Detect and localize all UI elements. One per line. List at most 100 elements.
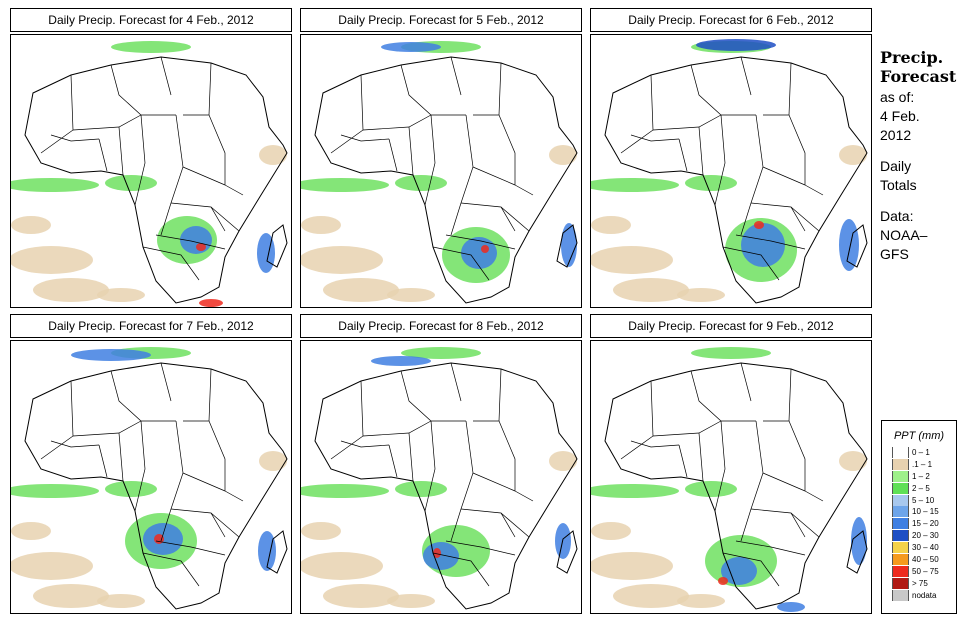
precip-area xyxy=(613,584,689,608)
madagascar-outline xyxy=(556,530,578,574)
africa-map xyxy=(591,347,868,612)
country-border xyxy=(763,62,792,116)
country-border xyxy=(424,114,436,206)
legend-item: 50 – 75 xyxy=(882,565,956,578)
precip-area xyxy=(259,451,287,471)
legend-item: 5 – 10 xyxy=(882,494,956,507)
country-border xyxy=(740,362,752,402)
country-border xyxy=(722,552,780,587)
panel-title: Daily Precip. Forecast for 6 Feb., 2012 xyxy=(590,8,872,32)
country-border xyxy=(170,420,184,510)
legend-item: > 75 xyxy=(882,577,956,590)
country-border xyxy=(340,440,390,448)
country-border xyxy=(224,490,244,502)
precip-map xyxy=(300,34,582,308)
country-border xyxy=(408,126,414,176)
country-border xyxy=(514,184,534,196)
sidebar-heading-precip: Precip. xyxy=(880,48,944,67)
precip-area xyxy=(199,299,223,307)
madagascar-outline xyxy=(556,224,578,268)
madagascar-outline xyxy=(846,530,868,574)
legend-label: nodata xyxy=(912,590,937,600)
country-border xyxy=(652,420,722,437)
country-border xyxy=(208,420,226,491)
country-border xyxy=(804,490,824,502)
precip-area xyxy=(154,534,164,544)
country-border xyxy=(210,512,240,538)
legend-swatch xyxy=(892,518,909,530)
country-border xyxy=(460,202,516,232)
country-border xyxy=(110,370,176,422)
precip-area xyxy=(754,221,764,229)
panel-title: Daily Precip. Forecast for 5 Feb., 2012 xyxy=(300,8,582,32)
country-border xyxy=(788,114,806,185)
madagascar-outline xyxy=(266,530,288,574)
legend-swatch xyxy=(892,589,909,601)
forecast-panel-day-4: Daily Precip. Forecast for 4 Feb., 2012 xyxy=(10,8,292,308)
country-border xyxy=(134,114,146,206)
precip-area xyxy=(97,288,145,302)
precip-area xyxy=(591,522,631,540)
country-border xyxy=(498,114,516,185)
africa-map xyxy=(11,347,288,610)
forecast-panel-day-5: Daily Precip. Forecast for 5 Feb., 2012 xyxy=(300,8,582,308)
precip-area xyxy=(591,178,679,192)
legend-item: nodata xyxy=(882,589,956,602)
legend-item: 2 – 5 xyxy=(882,482,956,495)
country-border xyxy=(98,444,108,478)
country-border xyxy=(160,508,172,542)
totals-label-1: Daily xyxy=(880,158,912,174)
country-border xyxy=(788,420,806,491)
legend-swatch xyxy=(892,494,909,506)
legend-item: 30 – 40 xyxy=(882,542,956,554)
precip-area xyxy=(851,517,867,565)
legend-label: 30 – 40 xyxy=(912,543,939,553)
panel-title: Daily Precip. Forecast for 4 Feb., 2012 xyxy=(10,8,292,32)
precip-area xyxy=(433,548,441,558)
as-of-year: 2012 xyxy=(880,127,912,143)
legend-swatch xyxy=(892,458,909,470)
precip-area xyxy=(33,278,109,302)
legend-swatch xyxy=(892,506,909,518)
sidebar-heading-forecast: Forecast xyxy=(880,67,957,86)
precip-area xyxy=(691,347,771,359)
precip-area xyxy=(323,278,399,302)
country-border xyxy=(98,138,108,172)
country-border xyxy=(740,202,752,236)
country-border xyxy=(50,134,100,142)
country-border xyxy=(762,472,806,492)
country-border xyxy=(224,184,244,196)
country-border xyxy=(182,166,226,186)
country-border xyxy=(362,114,432,131)
precip-area xyxy=(696,39,776,51)
precip-area xyxy=(371,356,431,366)
country-border xyxy=(514,490,534,502)
precip-area xyxy=(11,178,99,192)
precip-area xyxy=(549,451,577,471)
precip-area xyxy=(591,484,679,498)
precip-area xyxy=(591,552,673,580)
country-border xyxy=(473,368,502,422)
as-of-label: as of: xyxy=(880,89,915,105)
legend-label: 15 – 20 xyxy=(912,519,939,529)
precip-map xyxy=(590,34,872,308)
precip-area xyxy=(561,223,577,267)
precip-map xyxy=(300,340,582,614)
country-border xyxy=(432,552,490,587)
precip-area xyxy=(105,175,157,191)
precip-area xyxy=(301,522,341,540)
country-border xyxy=(678,444,688,478)
country-border xyxy=(740,508,752,542)
country-border xyxy=(763,368,792,422)
precip-area xyxy=(111,41,191,53)
precip-area xyxy=(71,349,151,361)
panel-title: Daily Precip. Forecast for 9 Feb., 2012 xyxy=(590,314,872,338)
country-border xyxy=(110,64,176,116)
country-border xyxy=(160,56,172,96)
precip-area xyxy=(839,451,867,471)
country-border xyxy=(714,420,726,512)
legend-label: 10 – 15 xyxy=(912,507,939,517)
country-border xyxy=(388,138,398,172)
country-border xyxy=(450,508,462,542)
precip-map xyxy=(10,340,292,614)
